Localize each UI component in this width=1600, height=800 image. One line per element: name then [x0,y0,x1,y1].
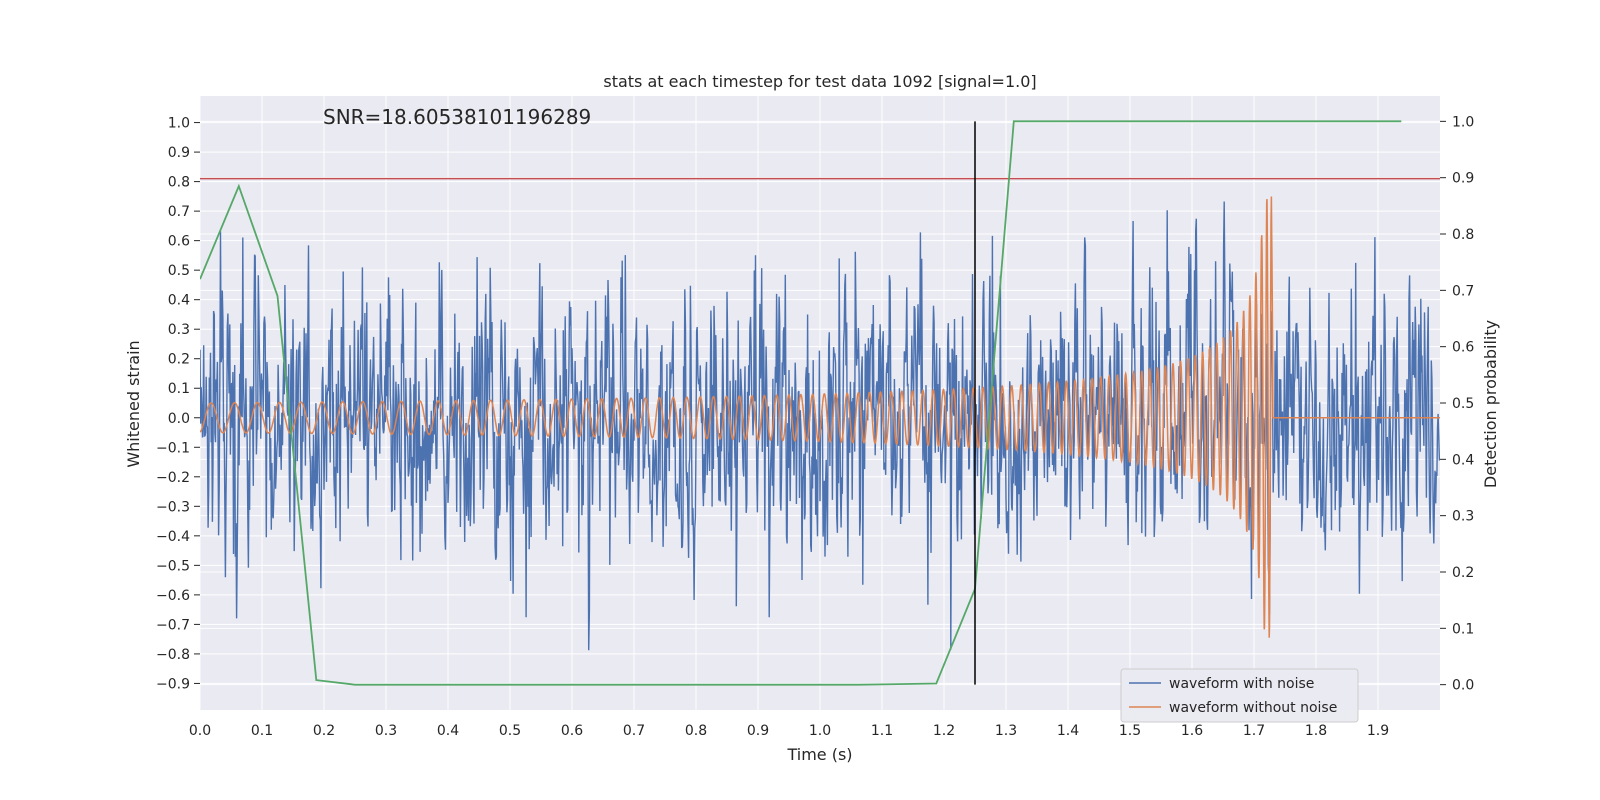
x-tick-labels: 0.0 0.1 0.2 0.3 0.4 0.5 0.6 0.7 0.8 0.9 1.0 1.1 1.2 1… [189,723,1389,739]
x-tick-label: 0.7 [623,723,645,739]
y-tick-label: −0.2 [156,470,190,486]
y-tick-labels: 1.0 0.9 0.8 0.7 0.6 0.5 0.4 0.3 0.2 0.1 0.0 −0.1 −0.… [156,116,200,692]
y2-tick-label: 0.3 [1452,509,1474,525]
x-tick-label: 1.0 [809,723,831,739]
chart-title: stats at each timestep for test data 109… [603,72,1036,91]
y-tick-label: 0.3 [168,322,190,338]
y-tick-label: 0.2 [168,352,190,368]
x-tick-label: 0.1 [251,723,273,739]
x-tick-label: 1.7 [1243,723,1265,739]
y2-tick-label: 0.9 [1452,171,1474,187]
x-tick-label: 0.2 [313,723,335,739]
legend-box [1120,668,1359,723]
y-tick-label: −0.4 [156,529,190,545]
legend-label-noise: waveform with noise [1169,676,1314,692]
y-tick-label: 0.9 [168,145,190,161]
y-tick-label: 0.1 [168,381,190,397]
y-tick-label: 0.0 [168,411,190,427]
y2-tick-label: 0.1 [1452,621,1474,637]
x-tick-label: 1.8 [1305,723,1327,739]
x-tick-label: 0.6 [561,723,583,739]
grid [199,96,1440,710]
x-axis-label: Time (s) [786,745,852,764]
y-tick-label: −0.9 [156,676,190,692]
y2-tick-label: 0.0 [1452,678,1474,694]
y-tick-label: −0.5 [156,558,190,574]
x-tick-label: 1.6 [1181,723,1203,739]
series-layer [200,120,1440,686]
x-tick-label: 0.4 [437,723,459,739]
y-tick-label: 0.8 [168,175,190,191]
x-tick-label: 1.5 [1119,723,1141,739]
y2-tick-label: 0.7 [1452,283,1474,299]
x-tick-label: 1.2 [933,723,955,739]
y2-axis-label: Detection probability [1481,320,1500,488]
snr-annotation: SNR=18.60538101196289 [323,105,591,129]
x-tick-label: 1.1 [871,723,893,739]
y-tick-label: 0.7 [168,204,190,220]
y2-tick-label: 0.2 [1452,565,1474,581]
y2-tick-label: 0.6 [1452,340,1474,356]
y-tick-label: 1.0 [168,116,190,132]
x-tick-label: 0.0 [189,723,211,739]
y-tick-label: 0.5 [168,263,190,279]
y2-tick-label: 1.0 [1452,114,1474,130]
x-tick-label: 0.8 [685,723,707,739]
x-tick-label: 1.4 [1057,723,1079,739]
legend-label-clean: waveform without noise [1169,700,1337,716]
y-tick-label: 0.6 [168,234,190,250]
legend: waveform with noise waveform without noi… [1120,668,1359,723]
y-tick-label: −0.7 [156,617,190,633]
y2-tick-labels: 1.0 0.9 0.8 0.7 0.6 0.5 0.4 0.3 0.2 0.1 0.0 [1440,114,1474,694]
x-tick-label: 0.3 [375,723,397,739]
x-tick-label: 1.9 [1367,723,1389,739]
y-tick-label: −0.1 [156,440,190,456]
x-tick-label: 1.3 [995,723,1017,739]
y-tick-label: −0.8 [156,647,190,663]
y-tick-label: −0.6 [156,588,190,604]
series-waveform-without-noise [200,196,1440,638]
x-tick-label: 0.5 [499,723,521,739]
series-detection-probability [200,120,1402,686]
y-tick-label: 0.4 [168,293,190,309]
y-tick-label: −0.3 [156,499,190,515]
x-tick-label: 0.9 [747,723,769,739]
y2-tick-label: 0.8 [1452,227,1474,243]
y-axis-label: Whitened strain [124,340,143,467]
y2-tick-label: 0.5 [1452,396,1474,412]
y2-tick-label: 0.4 [1452,452,1474,468]
